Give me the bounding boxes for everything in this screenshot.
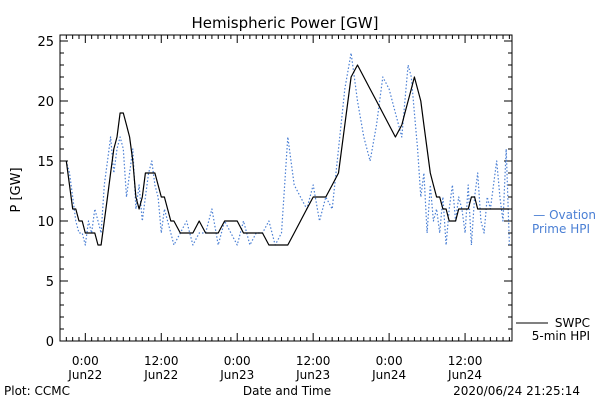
x-tick-time-label: 0:00	[72, 354, 99, 368]
plot-frame	[59, 34, 513, 342]
legend-ovation: — Ovation Prime HPI	[532, 208, 596, 236]
chart-title: Hemispheric Power [GW]	[192, 14, 379, 32]
series-group	[65, 52, 510, 246]
x-tick-time-label: 12:00	[144, 354, 179, 368]
y-tick-label: 10	[37, 215, 54, 230]
series-ovation-line	[65, 52, 510, 246]
y-tick-label: 15	[37, 155, 54, 170]
series-swpc-line	[65, 64, 510, 246]
legend-swpc-line2: 5-min HPI	[532, 329, 590, 343]
footer-plot-credit: Plot: CCMC	[4, 384, 70, 398]
x-tick-date-label: Jun23	[295, 368, 330, 382]
legend-swpc-line1: SWPC	[555, 316, 590, 330]
x-tick-time-label: 0:00	[376, 354, 403, 368]
legend-ovation-line2: Prime HPI	[532, 222, 590, 236]
y-tick-label: 20	[37, 95, 54, 110]
y-axis-ticks: 0 5 10 15 20 25	[37, 35, 512, 350]
legend-ovation-line1: — Ovation	[533, 208, 596, 222]
y-tick-label: 5	[46, 275, 54, 290]
footer-timestamp: 2020/06/24 21:25:14	[453, 384, 580, 398]
x-axis-label: Date and Time	[243, 384, 331, 398]
x-axis-ticks: 0:00Jun2212:00Jun220:00Jun2312:00Jun230:…	[65, 35, 510, 382]
x-tick-time-label: 0:00	[224, 354, 251, 368]
x-tick-date-label: Jun24	[447, 368, 482, 382]
x-tick-time-label: 12:00	[448, 354, 483, 368]
x-tick-date-label: Jun23	[219, 368, 254, 382]
x-tick-date-label: Jun22	[67, 368, 102, 382]
x-tick-date-label: Jun24	[371, 368, 406, 382]
x-tick-time-label: 12:00	[296, 354, 331, 368]
x-tick-date-label: Jun22	[143, 368, 178, 382]
y-tick-label: 0	[46, 335, 54, 350]
y-axis-label: P [GW]	[9, 167, 24, 212]
plot-area	[59, 34, 513, 342]
y-tick-label: 25	[37, 35, 54, 50]
legend-swpc: SWPC 5-min HPI	[516, 316, 590, 343]
